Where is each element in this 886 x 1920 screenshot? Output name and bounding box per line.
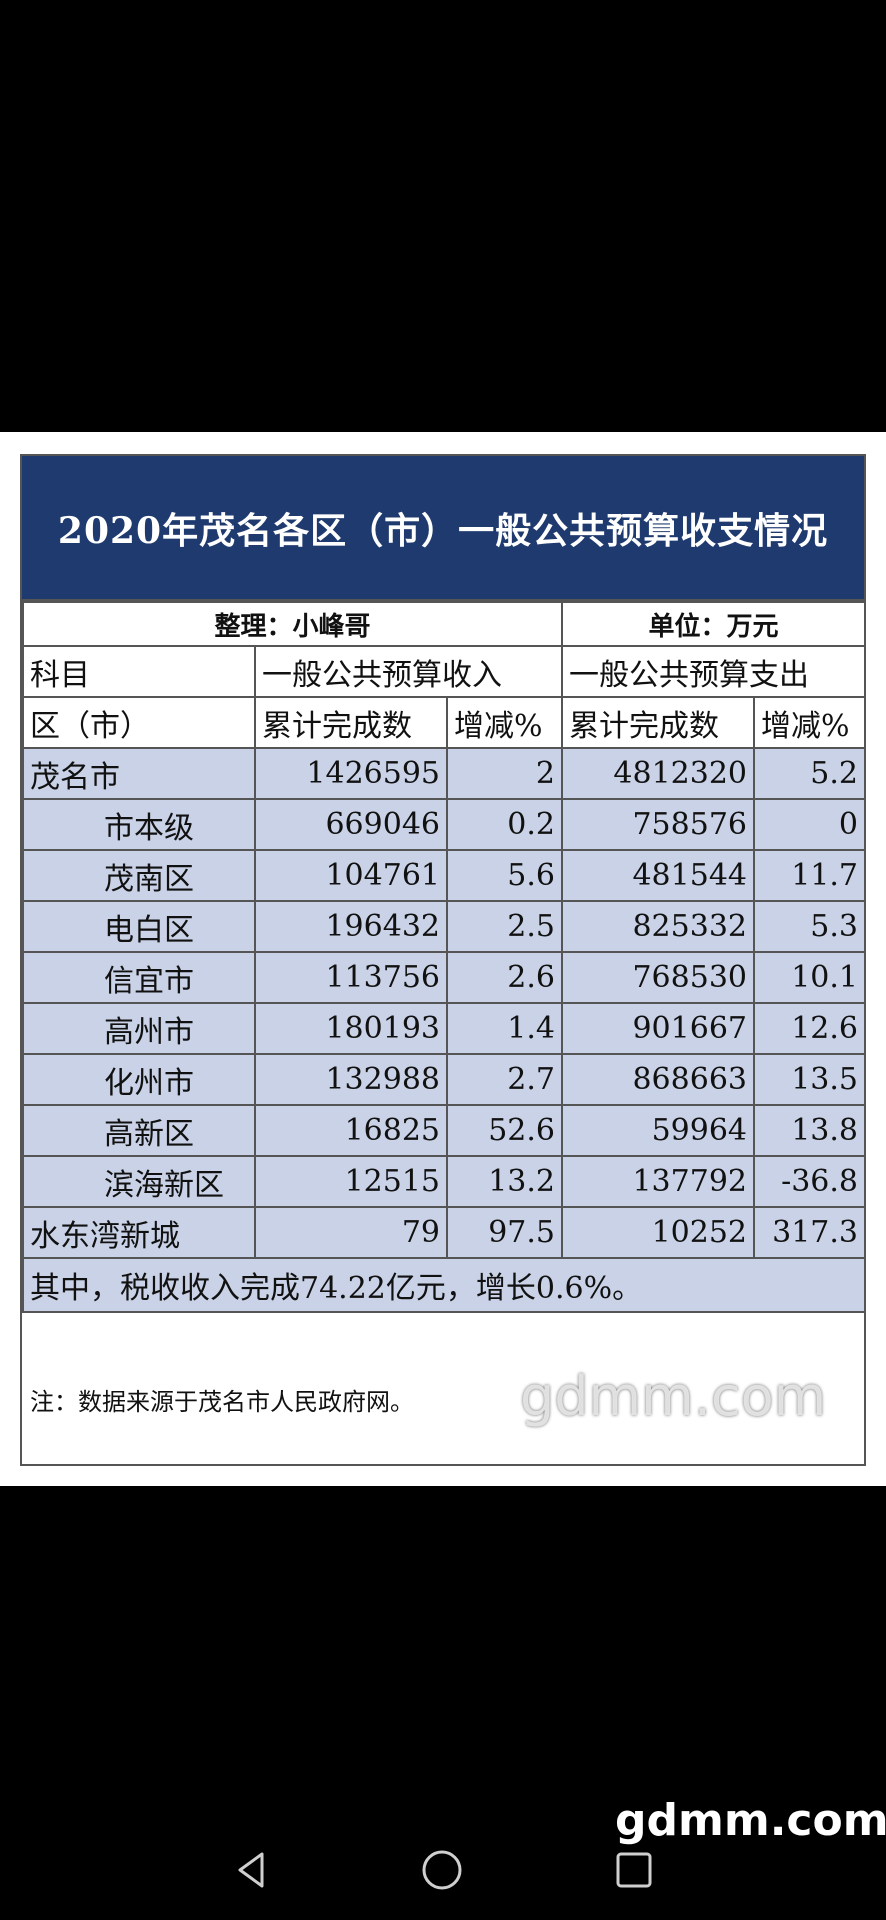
income-header: 一般公共预算收入 [254, 645, 563, 698]
document-page: 2020年茂名各区（市）一般公共预算收支情况 整理：小峰哥 单位：万元 科目 一… [0, 432, 886, 1486]
subject-header: 科目 [22, 645, 256, 698]
expense-total-cell: 758576 [561, 798, 755, 851]
region-header: 区（市） [22, 696, 256, 749]
region-name-cell: 高新区 [22, 1104, 256, 1157]
expense-change-cell: 13.5 [752, 1053, 867, 1106]
income-change-cell: 2.6 [446, 951, 563, 1004]
table-row: 市本级 669046 0.2 758576 0 [22, 798, 867, 851]
data-rows: 茂名市 1426595 2 4812320 5.2 市本级 669046 0.2 758576 0… [22, 747, 867, 1259]
header-row-1: 科目 一般公共预算收入 一般公共预算支出 [22, 645, 867, 698]
income-total-cell: 12515 [254, 1155, 448, 1208]
region-name-cell: 水东湾新城 [22, 1206, 256, 1259]
table-row: 电白区 196432 2.5 825332 5.3 [22, 900, 867, 953]
table-row: 高州市 180193 1.4 901667 12.6 [22, 1002, 867, 1055]
table-row: 茂南区 104761 5.6 481544 11.7 [22, 849, 867, 902]
expense-total-cell: 4812320 [561, 747, 755, 800]
expense-change-header: 增减% [752, 696, 867, 749]
meta-row: 整理：小峰哥 单位：万元 [22, 601, 867, 647]
table-row: 信宜市 113756 2.6 768530 10.1 [22, 951, 867, 1004]
region-name-cell: 茂南区 [22, 849, 256, 902]
expense-total-cell: 481544 [561, 849, 755, 902]
expense-change-cell: 5.3 [752, 900, 867, 953]
income-total-cell: 113756 [254, 951, 448, 1004]
home-icon[interactable] [420, 1848, 464, 1892]
income-change-cell: 97.5 [446, 1206, 563, 1259]
income-total-cell: 104761 [254, 849, 448, 902]
expense-total-cell: 768530 [561, 951, 755, 1004]
region-name-cell: 市本级 [22, 798, 256, 851]
expense-change-cell: 10.1 [752, 951, 867, 1004]
table-row: 水东湾新城 79 97.5 10252 317.3 [22, 1206, 867, 1259]
region-name-cell: 茂名市 [22, 747, 256, 800]
income-total-cell: 79 [254, 1206, 448, 1259]
budget-table-frame: 2020年茂名各区（市）一般公共预算收支情况 整理：小峰哥 单位：万元 科目 一… [20, 454, 867, 1466]
income-change-cell: 52.6 [446, 1104, 563, 1157]
income-total-cell: 180193 [254, 1002, 448, 1055]
region-name-cell: 化州市 [22, 1053, 256, 1106]
header-row-2: 区（市） 累计完成数 增减% 累计完成数 增减% [22, 696, 867, 749]
income-change-cell: 5.6 [446, 849, 563, 902]
income-change-cell: 13.2 [446, 1155, 563, 1208]
expense-change-cell: 11.7 [752, 849, 867, 902]
back-icon[interactable] [230, 1848, 274, 1892]
corner-watermark: gdmm.com [615, 1795, 886, 1846]
table-row: 高新区 16825 52.6 59964 13.8 [22, 1104, 867, 1157]
table-row: 化州市 132988 2.7 868663 13.5 [22, 1053, 867, 1106]
region-name-cell: 信宜市 [22, 951, 256, 1004]
income-total-cell: 1426595 [254, 747, 448, 800]
income-total-cell: 16825 [254, 1104, 448, 1157]
expense-total-cell: 59964 [561, 1104, 755, 1157]
table-title: 2020年茂名各区（市）一般公共预算收支情况 [22, 456, 864, 601]
region-name-cell: 高州市 [22, 1002, 256, 1055]
system-nav-bar [0, 1820, 886, 1920]
budget-table: 整理：小峰哥 单位：万元 科目 一般公共预算收入 一般公共预算支出 区（市） 累… [21, 601, 867, 1313]
income-total-cell: 196432 [254, 900, 448, 953]
source-note: 注：数据来源于茂名市人民政府网。 [30, 1387, 414, 1416]
income-change-cell: 1.4 [446, 1002, 563, 1055]
expense-total-cell: 868663 [561, 1053, 755, 1106]
expense-total-cell: 825332 [561, 900, 755, 953]
income-change-cell: 2 [446, 747, 563, 800]
income-change-cell: 2.5 [446, 900, 563, 953]
unit-label: 单位：万元 [560, 601, 867, 647]
region-name-cell: 滨海新区 [22, 1155, 256, 1208]
income-total-cell: 669046 [254, 798, 448, 851]
expense-total-cell: 137792 [561, 1155, 755, 1208]
expense-total-cell: 901667 [561, 1002, 755, 1055]
expense-change-cell: 13.8 [752, 1104, 867, 1157]
income-change-cell: 0.2 [446, 798, 563, 851]
image-watermark: gdmm.com [520, 1365, 827, 1428]
region-name-cell: 电白区 [22, 900, 256, 953]
compiler-label: 整理：小峰哥 [22, 601, 563, 647]
expense-header: 一般公共预算支出 [560, 645, 867, 698]
expense-change-cell: 317.3 [752, 1206, 867, 1259]
table-row: 滨海新区 12515 13.2 137792 -36.8 [22, 1155, 867, 1208]
expense-change-cell: -36.8 [752, 1155, 867, 1208]
expense-change-cell: 0 [752, 798, 867, 851]
expense-total-cell: 10252 [561, 1206, 755, 1259]
income-total-cell: 132988 [254, 1053, 448, 1106]
income-total-header: 累计完成数 [254, 696, 448, 749]
expense-change-cell: 5.2 [752, 747, 867, 800]
tax-note-row: 其中，税收收入完成74.22亿元，增长0.6%。 [21, 1257, 867, 1313]
income-change-header: 增减% [446, 696, 563, 749]
table-row: 茂名市 1426595 2 4812320 5.2 [22, 747, 867, 800]
income-change-cell: 2.7 [446, 1053, 563, 1106]
tax-note: 其中，税收收入完成74.22亿元，增长0.6%。 [21, 1257, 867, 1313]
expense-change-cell: 12.6 [752, 1002, 867, 1055]
recent-apps-icon[interactable] [612, 1848, 656, 1892]
expense-total-header: 累计完成数 [561, 696, 755, 749]
